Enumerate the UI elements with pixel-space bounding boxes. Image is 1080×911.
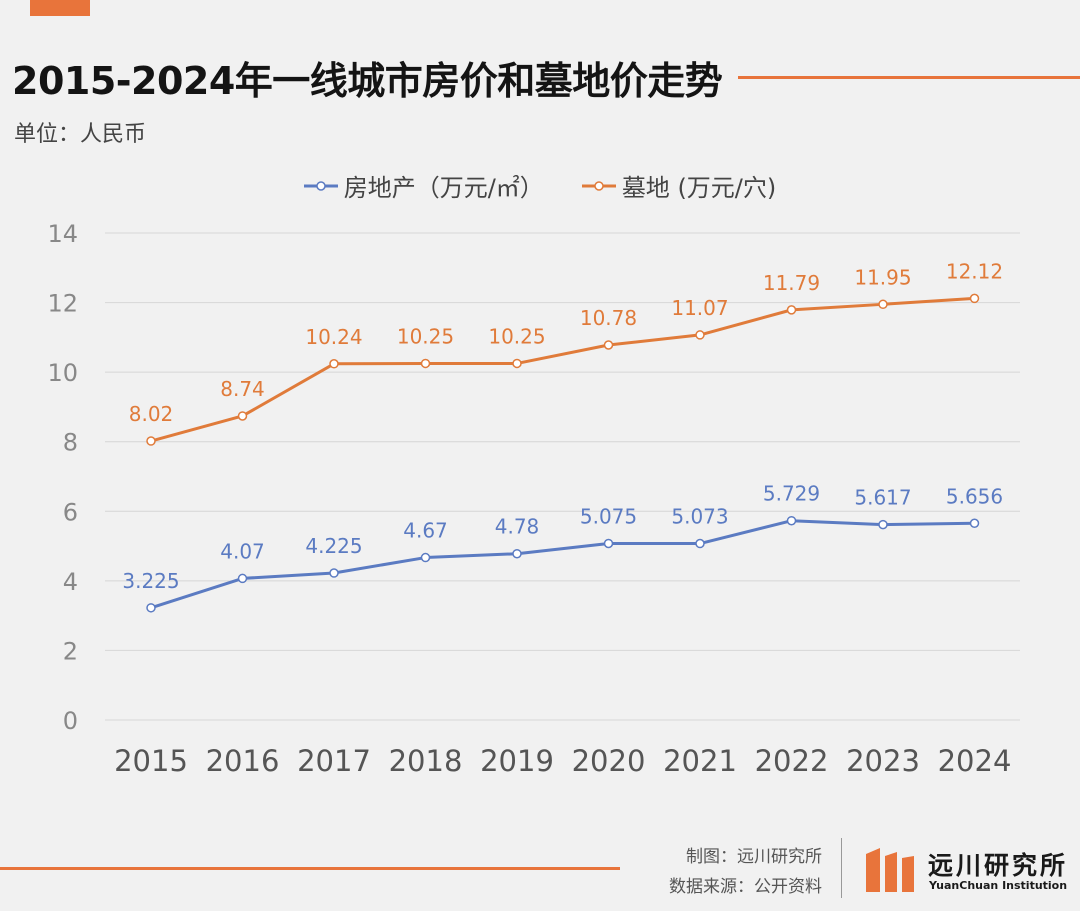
- y-tick-label: 2: [63, 637, 78, 665]
- data-label: 4.67: [403, 519, 448, 543]
- x-tick-label: 2023: [846, 744, 920, 778]
- unit-label: 单位：人民币: [14, 122, 147, 147]
- data-point: [146, 436, 156, 446]
- x-tick-label: 2017: [297, 744, 371, 778]
- data-label: 5.073: [671, 505, 728, 529]
- chart-title: 2015-2024年一线城市房价和墓地价走势: [12, 59, 723, 103]
- credit-source: 数据来源：公开资料: [669, 877, 822, 897]
- chart-legend: 房地产（万元/㎡） 墓地 (万元/穴): [0, 168, 1080, 203]
- credit-divider: [841, 838, 842, 898]
- data-point: [786, 515, 797, 526]
- legend-item-cemetery: 墓地 (万元/穴): [581, 168, 777, 203]
- x-tick-label: 2015: [114, 744, 188, 778]
- data-point: [237, 411, 248, 421]
- data-point: [603, 538, 614, 549]
- x-tick-label: 2019: [480, 744, 554, 778]
- legend-label-housing: 房地产（万元/㎡）: [343, 174, 544, 202]
- data-point: [420, 552, 431, 563]
- data-point: [969, 518, 980, 529]
- data-label: 11.95: [854, 265, 911, 289]
- x-tick-label: 2016: [206, 744, 280, 778]
- logo-english-name: YuanChuan Institution: [929, 879, 1068, 892]
- data-label: 5.075: [580, 504, 637, 528]
- data-label: 10.25: [488, 324, 545, 348]
- data-label: 5.656: [946, 484, 1003, 508]
- data-point: [420, 358, 431, 369]
- data-label: 3.225: [122, 569, 179, 593]
- legend-item-housing: 房地产（万元/㎡）: [303, 168, 544, 203]
- data-point: [695, 538, 705, 549]
- data-label: 11.79: [763, 271, 820, 295]
- data-label: 12.12: [946, 259, 1003, 283]
- y-tick-label: 6: [63, 498, 78, 526]
- footer-rule: [0, 867, 620, 870]
- y-tick-label: 0: [63, 707, 78, 735]
- data-point: [603, 340, 614, 350]
- data-label: 10.24: [305, 325, 362, 349]
- legend-line-marker-icon: [581, 180, 616, 191]
- y-tick-label: 10: [47, 359, 78, 387]
- data-point: [329, 568, 339, 578]
- x-tick-label: 2021: [663, 744, 737, 778]
- title-rule: [738, 76, 1080, 79]
- logo-name: 远川研究所: [928, 851, 1069, 880]
- data-label: 5.617: [854, 486, 911, 510]
- legend-line-marker-icon: [303, 180, 338, 191]
- data-label: 4.225: [305, 534, 362, 558]
- x-tick-label: 2024: [938, 744, 1012, 778]
- y-tick-label: 14: [47, 220, 78, 248]
- x-tick-label: 2022: [755, 744, 829, 778]
- data-point: [878, 299, 888, 310]
- data-label: 11.07: [671, 296, 728, 320]
- logo-icon: [866, 848, 914, 892]
- data-point: [146, 603, 156, 613]
- data-point: [786, 305, 797, 315]
- data-label: 4.07: [220, 539, 265, 563]
- data-point: [512, 548, 522, 559]
- credits: 制图：远川研究所 数据来源：公开资料: [669, 842, 822, 902]
- data-point: [512, 358, 522, 369]
- y-tick-label: 8: [63, 429, 78, 457]
- data-label: 10.25: [397, 324, 454, 348]
- x-tick-label: 2018: [389, 744, 463, 778]
- y-tick-label: 4: [63, 568, 78, 596]
- data-point: [237, 573, 248, 584]
- data-label: 8.02: [129, 402, 174, 426]
- data-label: 4.78: [495, 515, 540, 539]
- data-label: 10.78: [580, 306, 637, 330]
- data-point: [329, 359, 339, 369]
- series-line-1: [150, 519, 975, 610]
- credit-made-by: 制图：远川研究所: [686, 847, 822, 867]
- top-accent-tab: [30, 0, 90, 16]
- series-line-2: [150, 296, 975, 443]
- data-point: [695, 330, 705, 340]
- data-point: [878, 519, 888, 530]
- data-label: 5.729: [763, 482, 820, 506]
- data-point: [969, 293, 980, 304]
- y-tick-label: 12: [47, 290, 78, 318]
- x-tick-label: 2020: [572, 744, 646, 778]
- data-label: 8.74: [220, 377, 265, 401]
- legend-label-cemetery: 墓地 (万元/穴): [621, 174, 777, 202]
